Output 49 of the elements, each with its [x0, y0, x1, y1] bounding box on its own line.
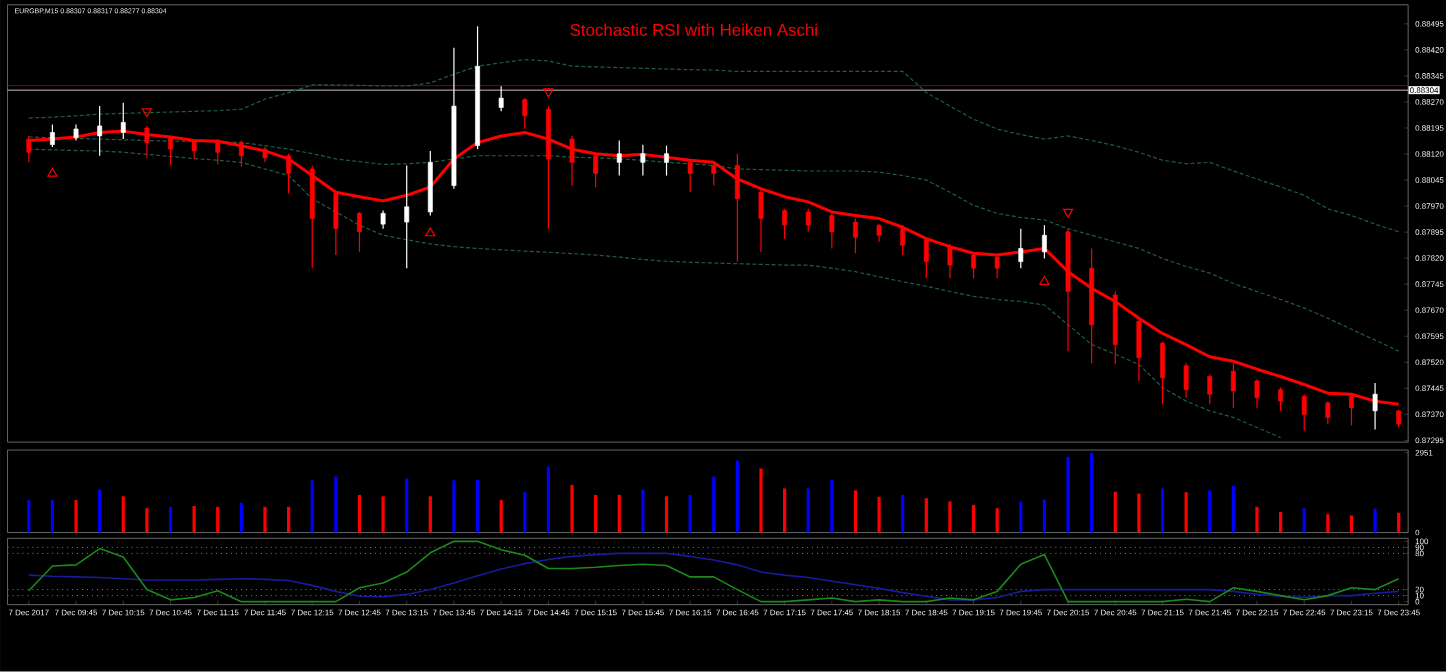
candlestick	[971, 251, 976, 280]
point	[543, 88, 554, 98]
candlestick	[191, 138, 197, 160]
point	[141, 108, 152, 118]
candlestick	[923, 238, 929, 280]
point	[47, 167, 58, 177]
candlestick	[286, 153, 292, 195]
candlestick	[900, 224, 906, 256]
candlestick	[215, 138, 221, 166]
point	[1062, 209, 1074, 219]
candlestick	[758, 188, 764, 253]
candlestick	[829, 213, 835, 250]
candlestick	[616, 140, 622, 177]
candlestick	[1372, 382, 1378, 431]
candlestick	[49, 124, 55, 148]
candlestick	[664, 145, 669, 177]
candlestick	[357, 211, 362, 253]
candlestick	[1041, 224, 1047, 260]
candlestick	[168, 135, 173, 167]
candlestick	[1136, 317, 1142, 382]
candlestick	[333, 191, 339, 256]
candlestick	[498, 86, 504, 113]
candlestick	[1183, 362, 1189, 399]
candlestick	[1278, 387, 1284, 412]
candlestick	[120, 102, 126, 140]
candlestick	[569, 135, 575, 187]
candlestick	[404, 165, 410, 270]
candlestick	[734, 153, 740, 263]
candlestick	[1254, 378, 1260, 409]
point	[425, 227, 436, 237]
candlestick	[1207, 374, 1213, 406]
candlestick	[687, 158, 693, 194]
candlestick	[994, 254, 1000, 280]
candlestick	[1160, 341, 1165, 406]
candlestick	[1325, 400, 1331, 425]
candlestick	[1301, 393, 1307, 432]
candlestick	[97, 105, 103, 157]
text: Stochastic RSI with Heiken Aschi	[570, 23, 817, 37]
point	[1039, 276, 1050, 286]
candlestick	[805, 208, 811, 233]
candlestick	[947, 243, 953, 280]
candlestick	[1018, 228, 1024, 270]
candlestick	[380, 210, 386, 230]
candlestick	[640, 144, 646, 177]
candlestick	[711, 162, 717, 187]
candlestick	[782, 208, 788, 240]
candlestick	[593, 153, 599, 189]
candlestick	[238, 140, 244, 168]
candlestick	[853, 218, 858, 255]
